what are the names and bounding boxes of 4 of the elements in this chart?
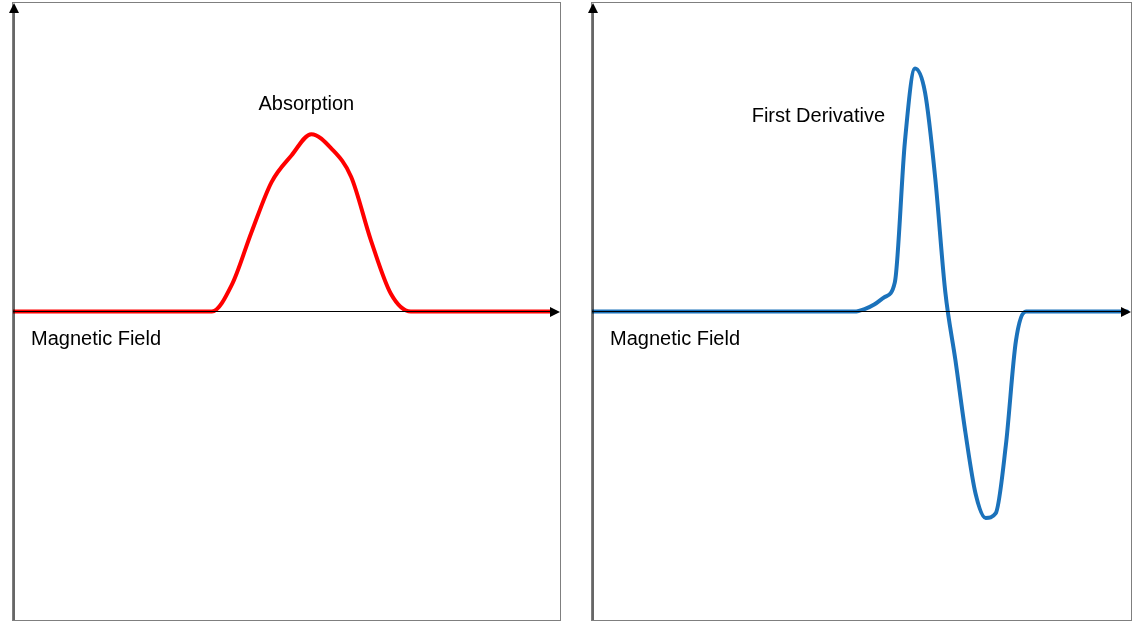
x-axis-title: Magnetic Field (31, 327, 162, 350)
series-label: First Derivative (751, 104, 886, 127)
x-axis-title: Magnetic Field (610, 327, 741, 350)
series-label: Absorption (258, 91, 355, 114)
